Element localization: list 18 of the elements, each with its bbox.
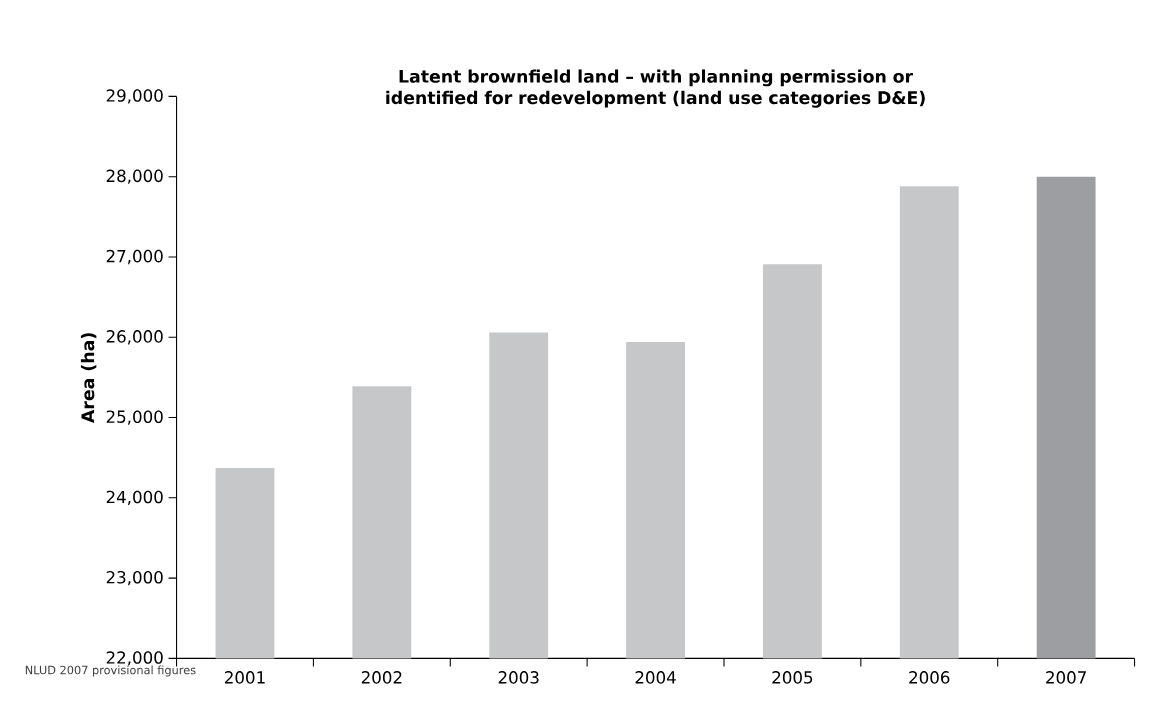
y-tick-label: 25,000 <box>106 410 163 425</box>
x-tick-label: 2001 <box>224 671 265 684</box>
text: NLUD 2007 provisional figures <box>25 665 196 677</box>
y-tick-label: 28,000 <box>106 169 163 184</box>
y-tick-label: 24,000 <box>106 490 163 505</box>
x-tick-label: 2004 <box>635 671 676 684</box>
y-tick-label: 29,000 <box>106 89 163 104</box>
x-tick-label: 2003 <box>498 671 539 684</box>
x-tick-label: 2006 <box>909 671 950 684</box>
chart-title: Latent brownfield land – with planning permission or identified for redevelopment (land use categories D&E) <box>386 69 925 108</box>
y-tick-label: 26,000 <box>106 330 163 345</box>
x-tick-label: 2007 <box>1046 671 1086 684</box>
x-tick-label: 2005 <box>772 671 813 684</box>
x-tick-label: 2002 <box>361 671 402 684</box>
y-tick-label: 27,000 <box>106 249 163 265</box>
y-tick-label: 23,000 <box>106 570 163 586</box>
y-axis-title: Area (ha) <box>80 333 97 423</box>
y-tick-label: 22,000 <box>106 651 163 666</box>
